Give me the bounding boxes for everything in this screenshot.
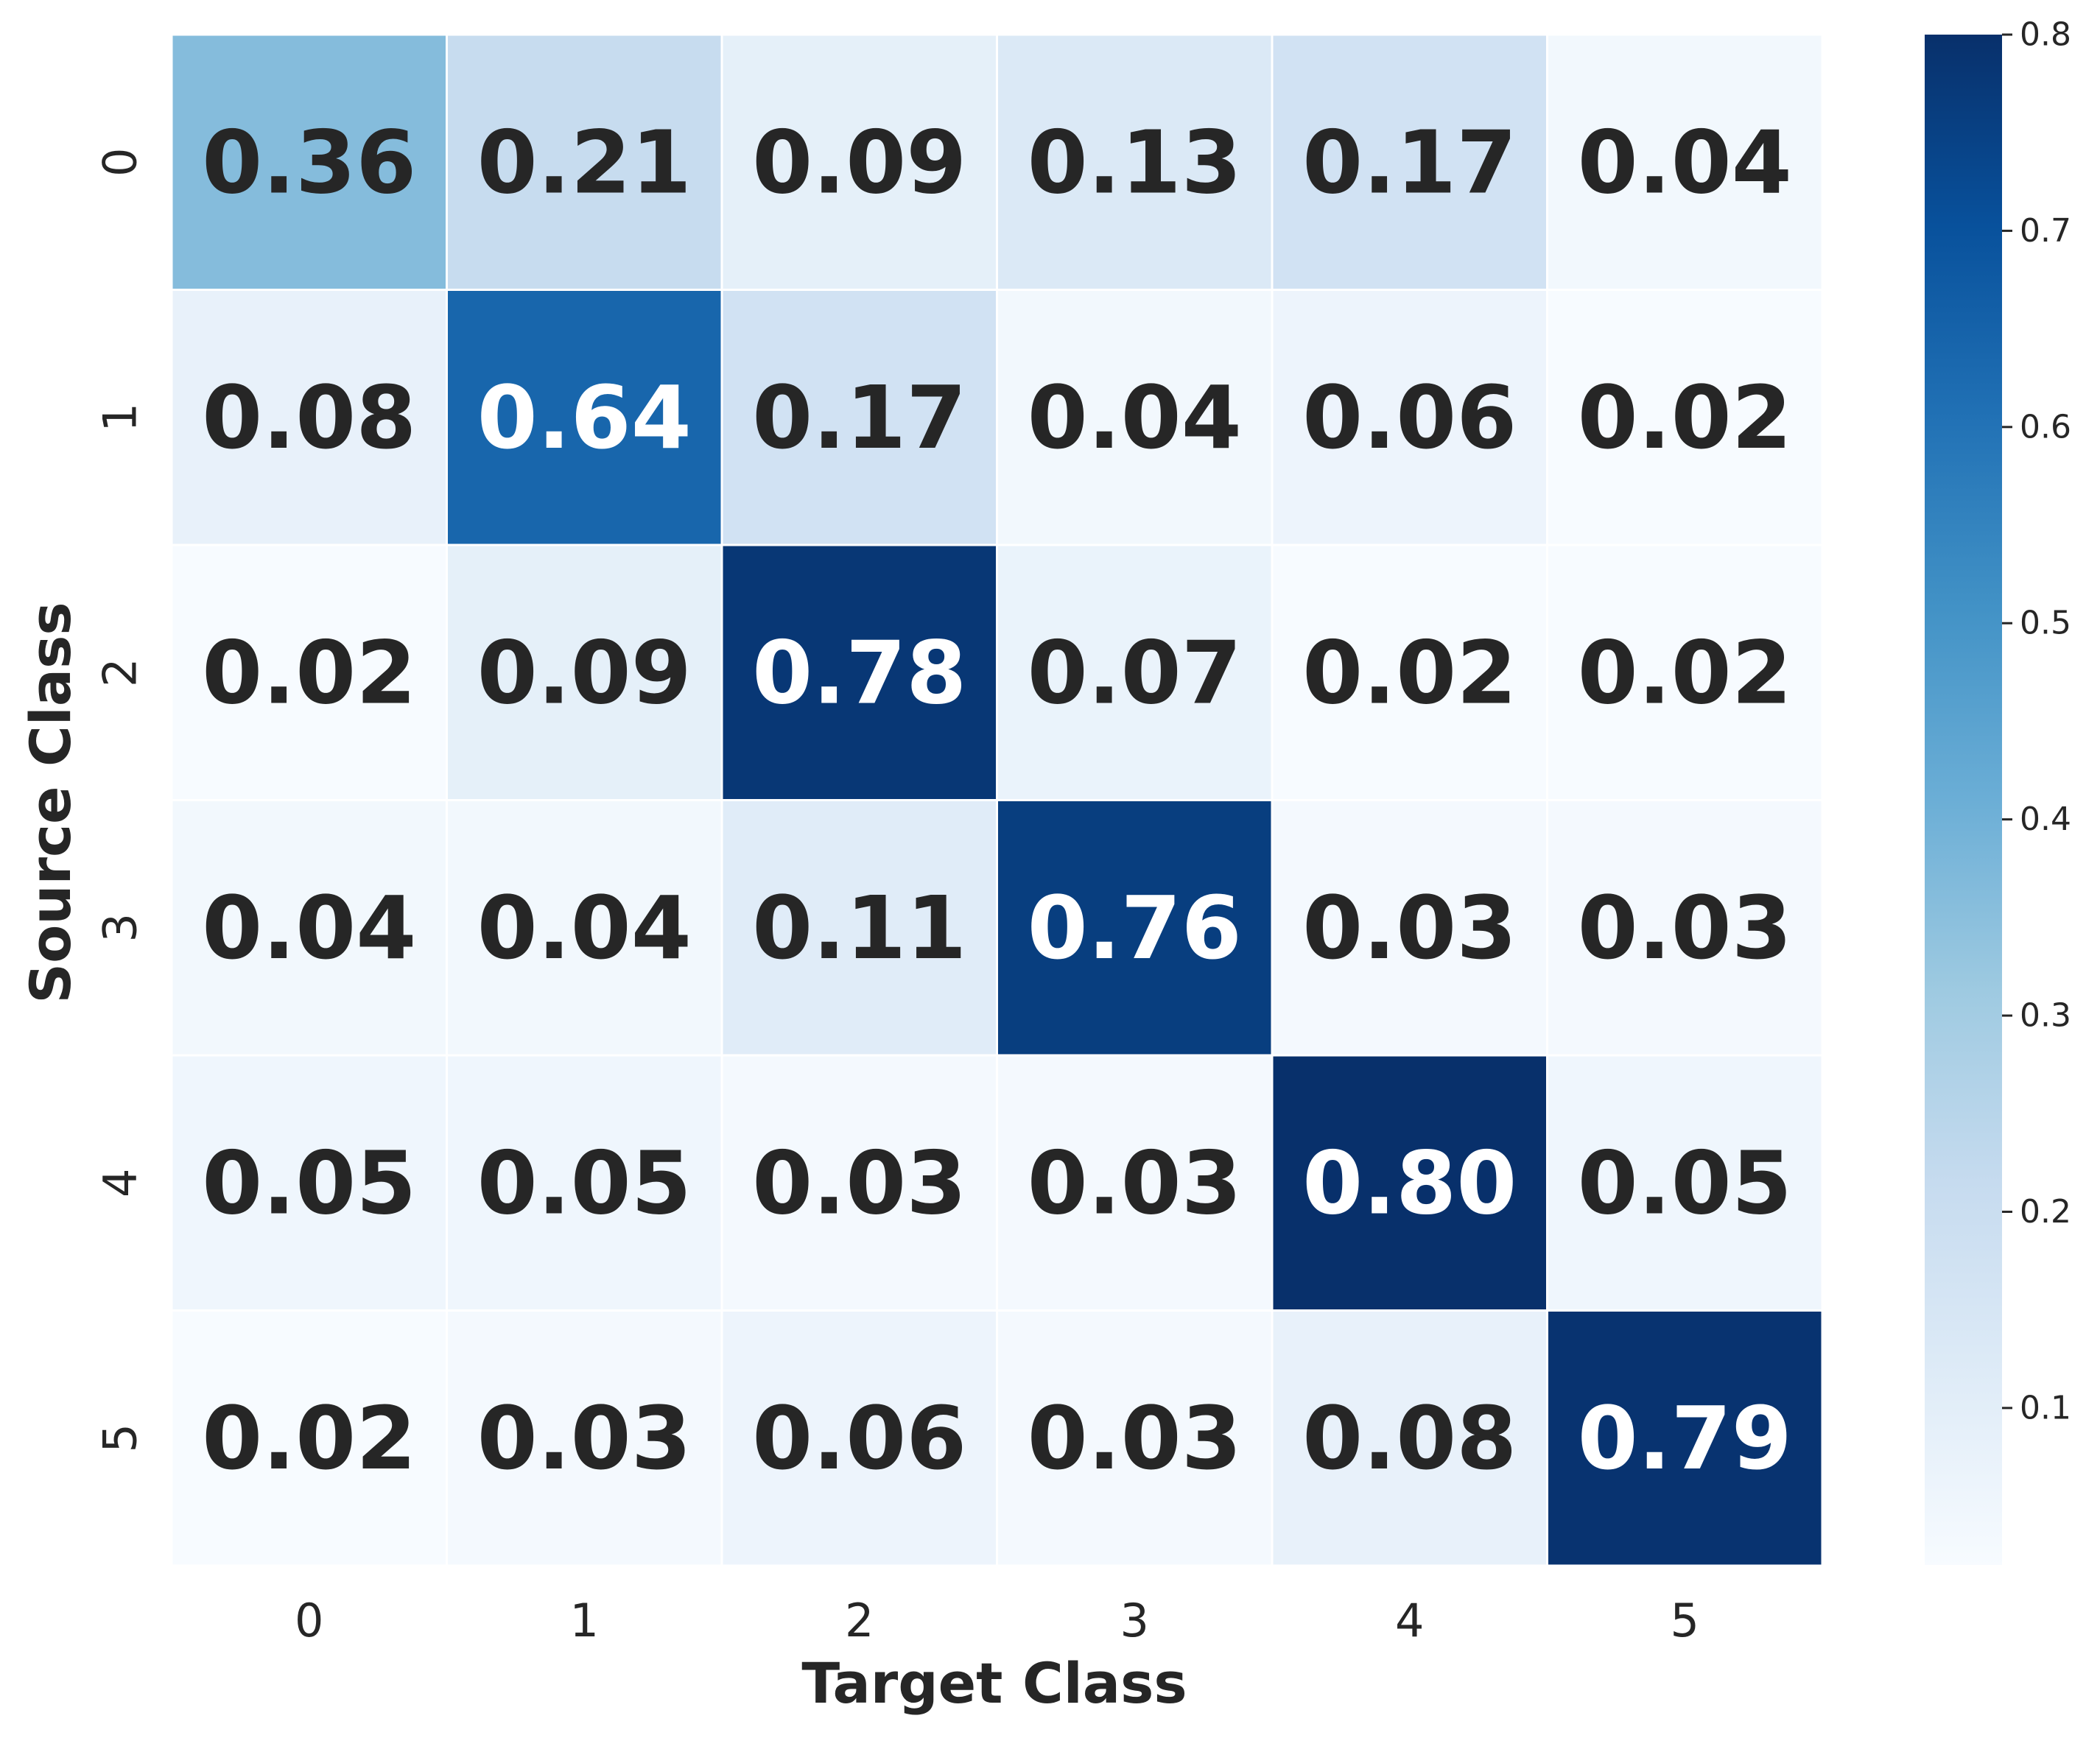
colorbar-tick-label-0: 0.1 [2020, 1389, 2071, 1426]
colorbar-tick-label-4: 0.5 [2020, 605, 2071, 642]
heatmap-cell-r4-c4 [1271, 1054, 1548, 1312]
heatmap-cell-r5-c4 [1271, 1309, 1548, 1567]
colorbar: 0.1 0.2 0.3 0.4 0.5 0.6 0.7 0.8 [1925, 16, 2071, 1565]
cell-label-r0-c5: 0.04 [1578, 111, 1792, 213]
cell-label-r2-c2: 0.78 [752, 622, 966, 723]
x-tick-label-5: 5 [1671, 1594, 1699, 1647]
heatmap-cell-r0-c0 [170, 33, 448, 291]
heatmap-cell-r3-c5 [1546, 799, 1824, 1057]
x-tick-label-4: 4 [1395, 1594, 1424, 1647]
heatmap-cells [170, 33, 1824, 1567]
cell-label-r0-c3: 0.13 [1028, 111, 1242, 213]
heatmap-cell-r0-c1 [446, 33, 723, 291]
colorbar-tick-label-1: 0.2 [2020, 1193, 2071, 1231]
heatmap-cell-r4-c2 [720, 1054, 998, 1312]
cell-label-r3-c1: 0.04 [477, 877, 692, 979]
colorbar-tick-label-6: 0.7 [2020, 212, 2071, 250]
cell-label-r4-c2: 0.03 [752, 1132, 966, 1234]
x-tick-label-3: 3 [1120, 1594, 1149, 1647]
x-tick-label-1: 1 [570, 1594, 599, 1647]
cell-label-r3-c4: 0.03 [1302, 877, 1517, 979]
colorbar-tick-label-2: 0.3 [2020, 997, 2071, 1035]
heatmap-cell-r4-c0 [170, 1054, 448, 1312]
heatmap-cell-r2-c0 [170, 543, 448, 801]
y-tick-label-0: 0 [94, 148, 147, 177]
cell-label-r4-c3: 0.03 [1028, 1132, 1242, 1234]
colorbar-tick-label-3: 0.4 [2020, 801, 2071, 838]
cell-label-r4-c0: 0.05 [202, 1132, 416, 1234]
cell-label-r3-c0: 0.04 [202, 877, 416, 979]
heatmap-cell-r1-c5 [1546, 289, 1824, 546]
cell-label-r1-c5: 0.02 [1578, 367, 1792, 468]
cell-label-r5-c2: 0.06 [752, 1387, 966, 1489]
cell-label-r2-c1: 0.09 [477, 622, 692, 723]
y-tick-label-1: 1 [94, 403, 147, 432]
cell-label-r0-c1: 0.21 [477, 111, 692, 213]
cell-label-r5-c0: 0.02 [202, 1387, 416, 1489]
heatmap-cell-r3-c3 [996, 799, 1274, 1057]
cell-label-r3-c3: 0.76 [1028, 877, 1242, 979]
x-axis-title: Target Class [801, 1650, 1187, 1716]
heatmap-cell-r0-c4 [1271, 33, 1548, 291]
heatmap-cell-r1-c3 [996, 289, 1274, 546]
cell-label-r0-c2: 0.09 [752, 111, 966, 213]
cell-label-r5-c1: 0.03 [477, 1387, 692, 1489]
cell-label-r5-c5: 0.79 [1578, 1387, 1792, 1489]
cell-label-r2-c0: 0.02 [202, 622, 416, 723]
cell-label-r2-c3: 0.07 [1028, 622, 1242, 723]
colorbar-tick-label-5: 0.6 [2020, 408, 2071, 446]
cell-label-r1-c0: 0.08 [202, 367, 416, 468]
cell-label-r4-c4: 0.80 [1302, 1132, 1517, 1234]
heatmap-cell-r4-c3 [996, 1054, 1274, 1312]
heatmap-cell-r2-c5 [1546, 543, 1824, 801]
heatmap-cell-r3-c0 [170, 799, 448, 1057]
cell-label-r5-c4: 0.08 [1302, 1387, 1517, 1489]
cell-label-r1-c3: 0.04 [1028, 367, 1242, 468]
heatmap-cell-r2-c3 [996, 543, 1274, 801]
heatmap-cell-r2-c1 [446, 543, 723, 801]
heatmap-cell-r5-c0 [170, 1309, 448, 1567]
colorbar-ticks: 0.1 0.2 0.3 0.4 0.5 0.6 0.7 0.8 [2002, 16, 2071, 1426]
cell-label-r4-c5: 0.05 [1578, 1132, 1792, 1234]
heatmap-cell-r0-c3 [996, 33, 1274, 291]
cell-label-r3-c5: 0.03 [1578, 877, 1792, 979]
cell-label-r5-c3: 0.03 [1028, 1387, 1242, 1489]
cell-label-r2-c5: 0.02 [1578, 622, 1792, 723]
y-axis-ticks: 0 1 2 3 4 5 [94, 148, 147, 1453]
colorbar-gradient [1925, 35, 2002, 1565]
x-tick-label-2: 2 [845, 1594, 874, 1647]
y-tick-label-2: 2 [94, 658, 147, 687]
heatmap-cell-r4-c5 [1546, 1054, 1824, 1312]
cell-label-r3-c2: 0.11 [752, 877, 966, 979]
y-tick-label-4: 4 [94, 1169, 147, 1197]
heatmap-cell-r5-c5 [1546, 1309, 1824, 1567]
cell-label-r0-c0: 0.36 [202, 111, 416, 213]
y-tick-label-3: 3 [94, 913, 147, 942]
colorbar-tick-label-7: 0.8 [2020, 16, 2071, 54]
y-axis-title: Source Class [18, 602, 83, 1003]
y-tick-label-5: 5 [94, 1424, 147, 1452]
cell-label-r1-c1: 0.64 [477, 367, 692, 468]
heatmap-cell-r2-c2 [720, 543, 998, 801]
cell-label-r4-c1: 0.05 [477, 1132, 692, 1234]
heatmap-cell-r0-c2 [720, 33, 998, 291]
heatmap-cell-r3-c2 [720, 799, 998, 1057]
cell-label-r0-c4: 0.17 [1302, 111, 1517, 213]
heatmap-cell-labels: 0.36 0.21 0.09 0.13 0.17 0.04 0.08 0.64 0.17 0.04… [202, 111, 1792, 1489]
cell-label-r2-c4: 0.02 [1302, 622, 1517, 723]
x-tick-label-0: 0 [295, 1594, 323, 1647]
cell-label-r1-c2: 0.17 [752, 367, 966, 468]
heatmap-cell-r5-c3 [996, 1309, 1274, 1567]
heatmap-cell-r0-c5 [1546, 33, 1824, 291]
x-axis-ticks: 0 1 2 3 4 5 [295, 1594, 1699, 1647]
heatmap-cell-r3-c1 [446, 799, 723, 1057]
heatmap-cell-r1-c1 [446, 289, 723, 546]
heatmap-cell-r2-c4 [1271, 543, 1548, 801]
heatmap-cell-r3-c4 [1271, 799, 1548, 1057]
cell-label-r1-c4: 0.06 [1302, 367, 1517, 468]
